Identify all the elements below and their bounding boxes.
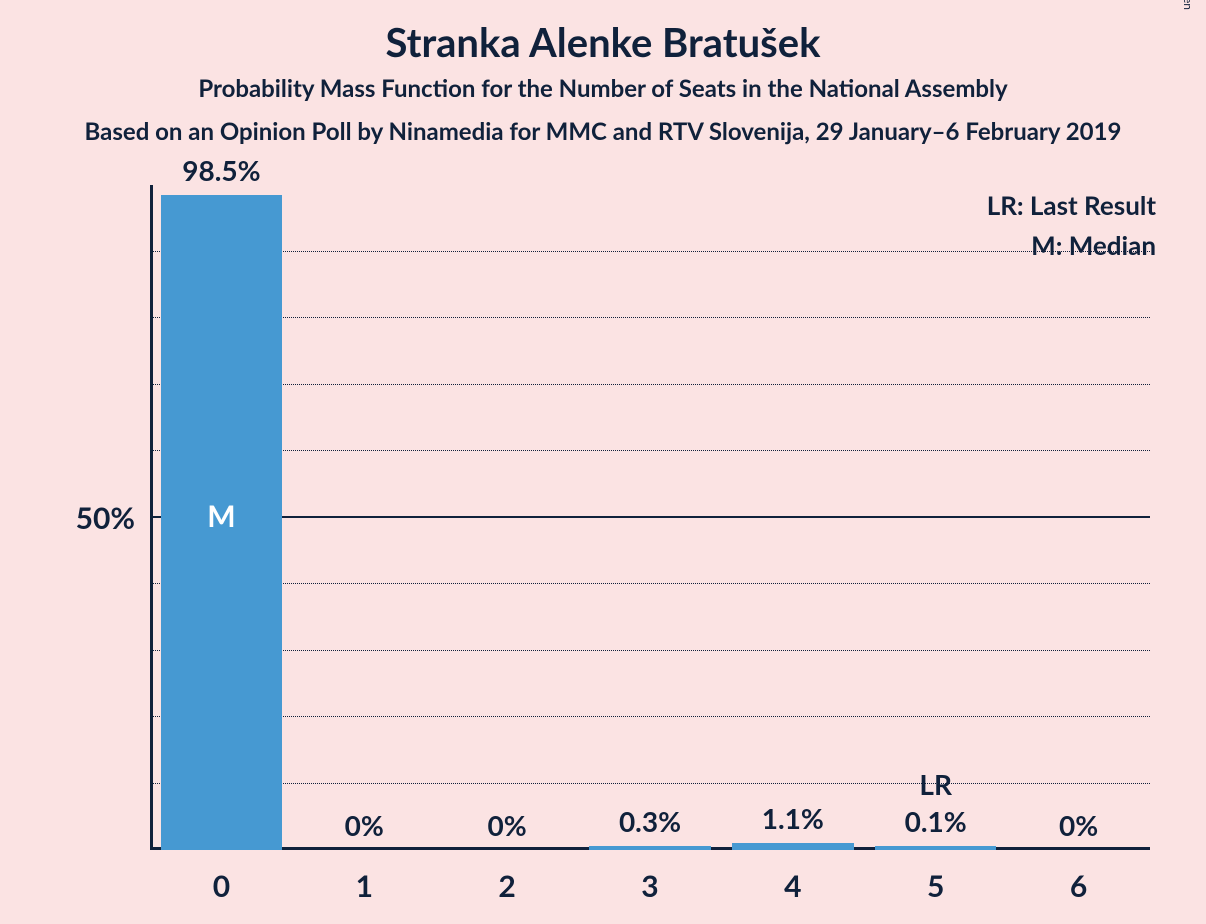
x-tick-label: 0 xyxy=(150,868,293,904)
x-tick-label: 5 xyxy=(864,868,1007,904)
gridline xyxy=(150,516,1150,518)
plot-area: 98.5%M0%0%0.3%1.1%0.1%LR0% xyxy=(150,185,1150,850)
bar-value-label: 0% xyxy=(293,808,436,842)
y-axis xyxy=(150,185,153,850)
bar xyxy=(875,846,996,850)
bar-value-label: 0.3% xyxy=(579,804,722,838)
bar-value-label: 0.1% xyxy=(864,804,1007,838)
copyright-text: © 2020 Filip van Laenen xyxy=(1181,0,1196,10)
gridline xyxy=(150,384,1150,385)
bar xyxy=(589,846,710,850)
chart-canvas: Stranka Alenke Bratušek Probability Mass… xyxy=(0,0,1206,924)
gridline xyxy=(150,450,1150,451)
median-marker: M xyxy=(161,498,282,534)
bar-value-label: 0% xyxy=(1007,808,1150,842)
bar-value-label: 1.1% xyxy=(721,801,864,835)
gridline xyxy=(150,716,1150,717)
gridline xyxy=(150,317,1150,318)
gridline xyxy=(150,251,1150,252)
gridline xyxy=(150,583,1150,584)
gridline xyxy=(150,650,1150,651)
x-tick-label: 4 xyxy=(721,868,864,904)
x-tick-label: 2 xyxy=(436,868,579,904)
chart-subtitle: Probability Mass Function for the Number… xyxy=(0,74,1206,103)
bar-value-label: 98.5% xyxy=(150,153,293,187)
titles: Stranka Alenke Bratušek Probability Mass… xyxy=(0,0,1206,146)
last-result-marker: LR xyxy=(864,767,1007,801)
y-tick-50: 50% xyxy=(35,500,135,536)
bar-value-label: 0% xyxy=(436,808,579,842)
chart-title: Stranka Alenke Bratušek xyxy=(0,18,1206,66)
x-tick-label: 3 xyxy=(579,868,722,904)
chart-subsubtitle: Based on an Opinion Poll by Ninamedia fo… xyxy=(0,117,1206,146)
bar xyxy=(732,843,853,850)
x-tick-label: 1 xyxy=(293,868,436,904)
x-tick-label: 6 xyxy=(1007,868,1150,904)
